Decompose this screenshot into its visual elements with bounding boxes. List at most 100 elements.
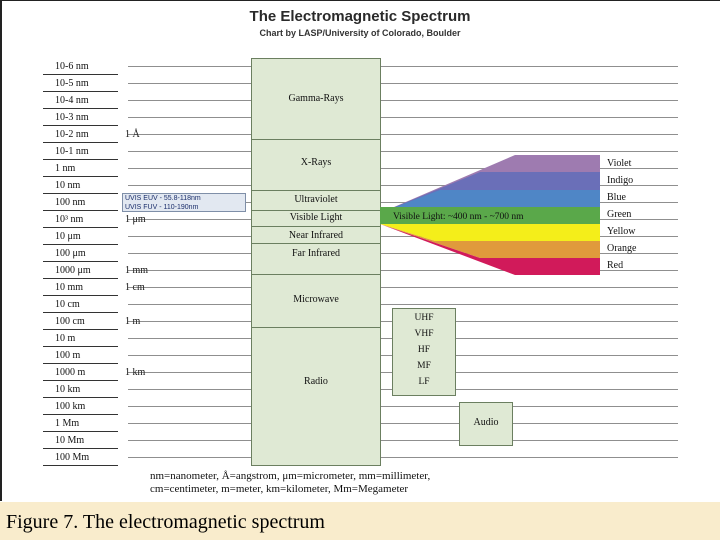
fan-green	[380, 207, 600, 224]
fan-orange	[380, 224, 600, 258]
radio-subband-hf: HF	[417, 345, 431, 355]
radio-subband-uhf: UHF	[414, 313, 434, 323]
grid-rule	[128, 117, 678, 118]
grid-rule	[128, 66, 678, 67]
fan-indigo	[380, 172, 600, 213]
scale-rule	[43, 244, 118, 245]
wavelength-label: 1000 m	[55, 367, 86, 378]
wavelength-label: 10 cm	[55, 299, 80, 310]
band-separator	[251, 139, 381, 140]
grid-rule	[128, 236, 678, 237]
wavelength-label: 100 km	[55, 401, 86, 412]
radio-subband-vhf: VHF	[414, 329, 434, 339]
band-separator	[251, 190, 381, 191]
grid-rule	[128, 423, 678, 424]
wavelength-label: 100 nm	[55, 197, 86, 208]
figure-caption: Figure 7. The electromagnetic spectrum	[6, 511, 325, 533]
wavelength-label: 10 nm	[55, 180, 81, 191]
wavelength-label: 1000 μm	[55, 265, 91, 276]
grid-rule	[128, 202, 678, 203]
scale-rule	[43, 261, 118, 262]
wavelength-label: 10 mm	[55, 282, 84, 293]
band-label-near-infrared: Near Infrared	[288, 230, 344, 241]
wavelength-label: 1 nm	[55, 163, 76, 174]
scale-rule	[43, 329, 118, 330]
band-label-microwave: Microwave	[293, 294, 339, 305]
band-separator	[251, 327, 381, 328]
scale-rule	[43, 380, 118, 381]
scale-rule	[43, 414, 118, 415]
color-label-indigo: Indigo	[607, 175, 634, 186]
band-label-visible-light: Visible Light	[289, 212, 343, 223]
radio-subband-box	[392, 308, 456, 396]
uvis-range-box: UVIS EUV - 55.8-118nm UVIS FUV - 110-190…	[122, 193, 246, 212]
wavelength-label: 10-3 nm	[55, 112, 89, 123]
wavelength-label: 10 μm	[55, 231, 81, 242]
audio-label: Audio	[473, 417, 499, 428]
scale-rule	[43, 295, 118, 296]
grid-rule	[128, 406, 678, 407]
fan-yellow	[380, 224, 600, 241]
caption-bar	[0, 502, 720, 540]
scale-rule	[43, 448, 118, 449]
scale-rule	[43, 210, 118, 211]
scale-rule	[43, 397, 118, 398]
wavelength-label: 10 km	[55, 384, 81, 395]
chart-title: The Electromagnetic Spectrum	[249, 8, 471, 25]
scale-rule	[43, 159, 118, 160]
legend-line-2: cm=centimeter, m=meter, km=kilometer, Mm…	[150, 483, 409, 495]
wavelength-label: 10-2 nm	[55, 129, 89, 140]
wavelength-label: 100 cm	[55, 316, 85, 327]
grid-rule	[128, 134, 678, 135]
band-label-far-infrared: Far Infrared	[291, 248, 341, 259]
scale-rule	[43, 125, 118, 126]
wavelength-label: 100 μm	[55, 248, 86, 259]
band-label-ultraviolet: Ultraviolet	[294, 194, 338, 205]
scale-rule	[43, 176, 118, 177]
color-label-violet: Violet	[607, 158, 632, 169]
wavelength-label: 10³ nm	[55, 214, 84, 225]
radio-subband-lf: LF	[418, 377, 430, 387]
band-label-radio: Radio	[304, 376, 328, 387]
wavelength-label: 10 m	[55, 333, 76, 344]
visible-light-fan	[380, 155, 600, 275]
scale-rule	[43, 278, 118, 279]
wavelength-label: 10-6 nm	[55, 61, 89, 72]
color-label-orange: Orange	[607, 243, 637, 254]
scale-rule	[43, 465, 118, 466]
uvis-fuv-label: UVIS FUV - 110-190nm	[125, 203, 199, 211]
grid-rule	[128, 270, 678, 271]
band-separator	[251, 210, 381, 211]
band-label-x-rays: X-Rays	[300, 157, 332, 168]
scale-rule	[43, 108, 118, 109]
color-label-yellow: Yellow	[607, 226, 636, 237]
wavelength-label: 1 Mm	[55, 418, 80, 429]
grid-rule	[128, 253, 678, 254]
visible-light-range-label: Visible Light: ~400 nm - ~700 nm	[393, 212, 524, 222]
grid-rule	[128, 440, 678, 441]
wavelength-label: 10-4 nm	[55, 95, 89, 106]
scale-rule	[43, 431, 118, 432]
scale-rule	[43, 91, 118, 92]
band-separator	[251, 243, 381, 244]
scale-rule	[43, 74, 118, 75]
band-column	[251, 58, 381, 466]
scale-rule	[43, 363, 118, 364]
wavelength-label: 100 m	[55, 350, 81, 361]
radio-subband-mf: MF	[417, 361, 431, 371]
band-separator	[251, 274, 381, 275]
wavelength-label: 10 Mm	[55, 435, 85, 446]
color-label-blue: Blue	[607, 192, 626, 203]
audio-box	[459, 402, 513, 446]
grid-rule	[128, 100, 678, 101]
scale-rule	[43, 193, 118, 194]
band-label-gamma-rays: Gamma-Rays	[288, 93, 344, 104]
band-separator	[251, 226, 381, 227]
color-label-green: Green	[607, 209, 632, 220]
scale-rule	[43, 142, 118, 143]
uvis-euv-label: UVIS EUV - 55.8-118nm	[125, 195, 201, 202]
scale-rule	[43, 346, 118, 347]
grid-rule	[128, 168, 678, 169]
wavelength-label: 100 Mm	[55, 452, 90, 463]
chart-subtitle: Chart by LASP/University of Colorado, Bo…	[259, 28, 461, 38]
